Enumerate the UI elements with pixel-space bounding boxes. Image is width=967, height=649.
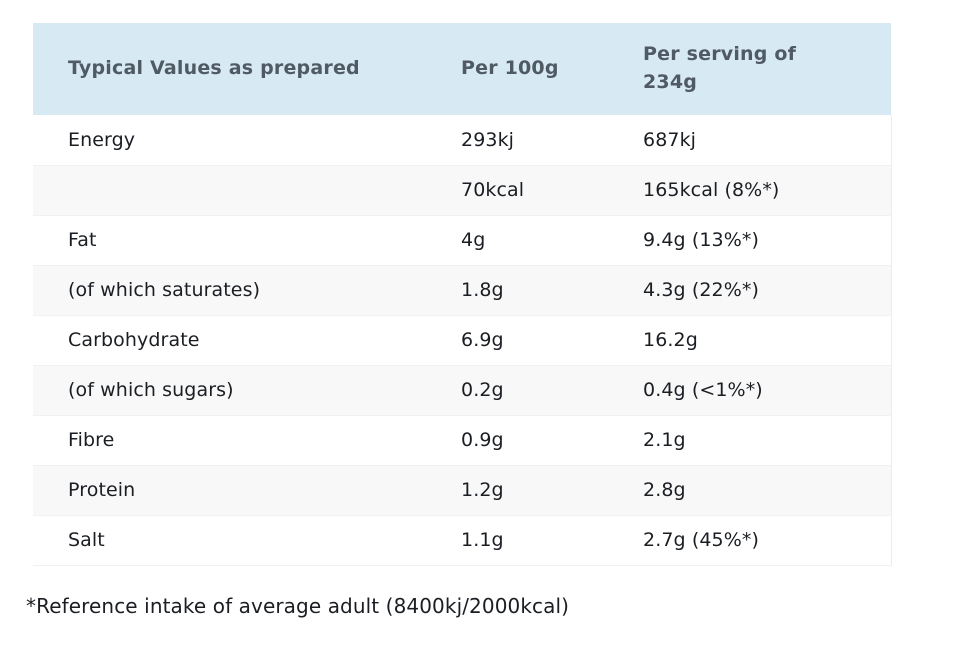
table-row-carbohydrate: Carbohydrate 6.9g 16.2g	[33, 315, 892, 366]
value-per-100g: 0.2g	[426, 365, 608, 416]
table-row-fibre: Fibre 0.9g 2.1g	[33, 415, 892, 466]
value-per-serving: 2.1g	[608, 415, 892, 466]
row-label: (of which saturates)	[33, 265, 426, 316]
row-label	[33, 165, 426, 216]
row-label: Salt	[33, 515, 426, 566]
reference-intake-footnote: *Reference intake of average adult (8400…	[26, 593, 570, 618]
table-row-fat: Fat 4g 9.4g (13%*)	[33, 215, 892, 266]
row-label: Fat	[33, 215, 426, 266]
header-per-serving: Per serving of 234g	[608, 23, 891, 115]
value-per-100g: 293kj	[426, 115, 608, 166]
row-label: Carbohydrate	[33, 315, 426, 366]
value-per-100g: 6.9g	[426, 315, 608, 366]
table-row-protein: Protein 1.2g 2.8g	[33, 465, 892, 516]
row-label: Energy	[33, 115, 426, 166]
table-row-energy-kcal: 70kcal 165kcal (8%*)	[33, 165, 892, 216]
table-header-row: Typical Values as prepared Per 100g Per …	[33, 23, 891, 115]
value-per-serving: 4.3g (22%*)	[608, 265, 892, 316]
value-per-serving: 0.4g (<1%*)	[608, 365, 892, 416]
table-row-sugars: (of which sugars) 0.2g 0.4g (<1%*)	[33, 365, 892, 416]
value-per-serving: 2.7g (45%*)	[608, 515, 892, 566]
value-per-100g: 1.8g	[426, 265, 608, 316]
header-per-100g: Per 100g	[426, 23, 608, 115]
row-label: Protein	[33, 465, 426, 516]
value-per-100g: 70kcal	[426, 165, 608, 216]
table-row-saturates: (of which saturates) 1.8g 4.3g (22%*)	[33, 265, 892, 316]
row-label: Fibre	[33, 415, 426, 466]
value-per-serving: 2.8g	[608, 465, 892, 516]
value-per-serving: 165kcal (8%*)	[608, 165, 892, 216]
value-per-100g: 1.2g	[426, 465, 608, 516]
value-per-100g: 1.1g	[426, 515, 608, 566]
value-per-serving: 16.2g	[608, 315, 892, 366]
value-per-serving: 9.4g (13%*)	[608, 215, 892, 266]
nutrition-table: Typical Values as prepared Per 100g Per …	[33, 23, 892, 566]
nutrition-table-container: Typical Values as prepared Per 100g Per …	[26, 23, 892, 618]
value-per-100g: 4g	[426, 215, 608, 266]
value-per-serving: 687kj	[608, 115, 892, 166]
header-per-serving-text: Per serving of 234g	[643, 43, 797, 93]
table-row-salt: Salt 1.1g 2.7g (45%*)	[33, 515, 892, 566]
table-row-energy: Energy 293kj 687kj	[33, 115, 892, 166]
header-typical-values: Typical Values as prepared	[33, 23, 426, 115]
row-label: (of which sugars)	[33, 365, 426, 416]
value-per-100g: 0.9g	[426, 415, 608, 466]
